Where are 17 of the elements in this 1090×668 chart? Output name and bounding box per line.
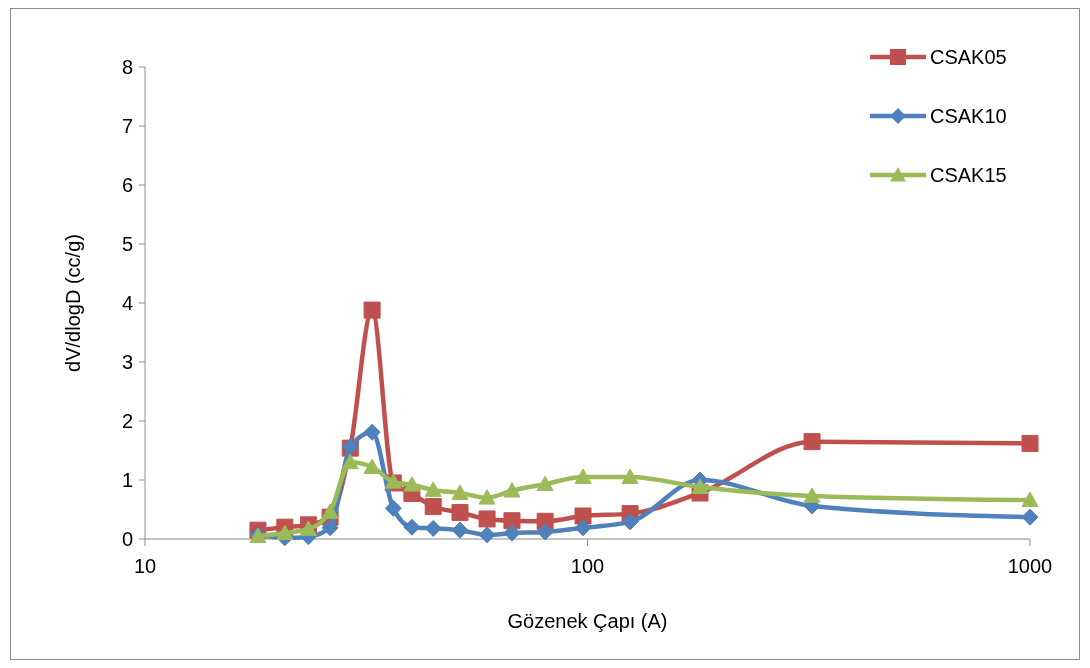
x-axis-title: Gözenek Çapı (A) <box>507 610 668 632</box>
y-tick-label: 0 <box>121 528 133 550</box>
x-tick-label: 100 <box>570 555 605 577</box>
y-tick-label: 7 <box>121 115 133 137</box>
x-tick-label: 1000 <box>1007 555 1053 577</box>
y-tick-label: 5 <box>121 233 133 255</box>
y-tick-label: 2 <box>121 410 133 432</box>
legend-label: CSAK15 <box>930 164 1007 186</box>
y-tick-label: 3 <box>121 351 133 373</box>
legend-label: CSAK10 <box>930 105 1007 127</box>
y-tick-label: 4 <box>121 292 133 314</box>
y-tick-label: 1 <box>121 469 133 491</box>
legend-label: CSAK05 <box>930 46 1007 68</box>
y-tick-label: 6 <box>121 174 133 196</box>
y-axis-title: dV/dlogD (cc/g) <box>62 234 84 372</box>
x-tick-label: 10 <box>133 555 157 577</box>
y-tick-label: 8 <box>121 56 133 78</box>
